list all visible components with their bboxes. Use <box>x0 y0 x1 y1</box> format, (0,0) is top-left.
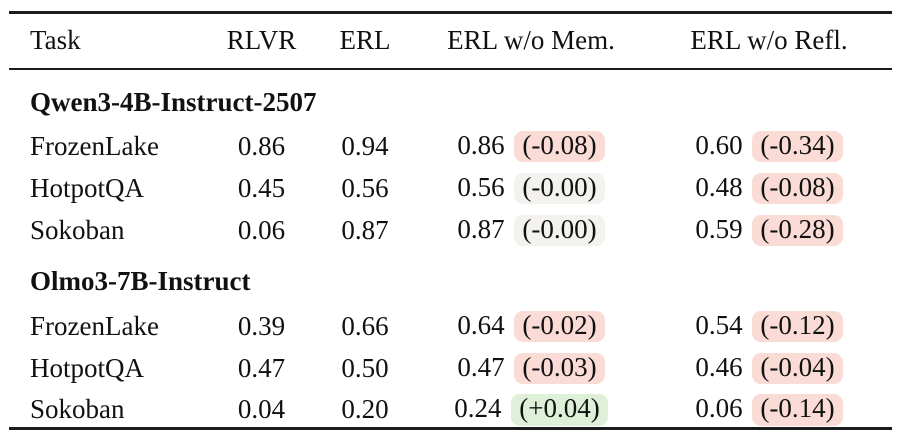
erl-wo-refl-cell: 0.06 (-0.14) <box>646 387 892 429</box>
task-cell: FrozenLake <box>30 310 159 341</box>
erl-wo-mem-cell: 0.86 (-0.08) <box>416 123 646 165</box>
delta-badge: (-0.02) <box>514 310 605 343</box>
erl-cell: 0.87 <box>341 214 389 245</box>
rlvr-cell: 0.47 <box>237 352 286 383</box>
erl-cell: 0.50 <box>341 352 389 383</box>
delta-badge: (-0.04) <box>752 352 843 385</box>
score-value: 0.24 <box>454 392 502 423</box>
column-header-erl-wo-mem: ERL w/o Mem. <box>416 12 646 70</box>
score-value: 0.60 <box>695 129 743 160</box>
task-cell: HotpotQA <box>30 172 144 203</box>
task-cell: FrozenLake <box>30 130 159 161</box>
table-row: HotpotQA 0.47 0.50 0.47 (-0.03) 0.46 (-0… <box>9 345 892 387</box>
section-header-row: Olmo3-7B-Instruct <box>9 249 892 303</box>
section-title: Qwen3-4B-Instruct-2507 <box>30 86 317 117</box>
table-row: Sokoban 0.06 0.87 0.87 (-0.00) 0.59 (-0.… <box>9 207 892 249</box>
rlvr-cell: 0.86 <box>237 130 286 161</box>
score-value: 0.46 <box>695 351 743 382</box>
erl-wo-refl-cell: 0.48 (-0.08) <box>646 165 892 207</box>
delta-badge: (-0.00) <box>514 172 605 205</box>
erl-wo-mem-cell: 0.24 (+0.04) <box>416 387 646 429</box>
score-value: 0.54 <box>695 309 743 340</box>
table-row: Sokoban 0.04 0.20 0.24 (+0.04) 0.06 (-0.… <box>9 387 892 429</box>
erl-wo-mem-cell: 0.87 (-0.00) <box>416 207 646 249</box>
delta-badge: (+0.04) <box>511 393 608 426</box>
column-header-task: Task <box>9 12 209 70</box>
task-cell: Sokoban <box>30 393 125 424</box>
delta-badge: (-0.08) <box>514 130 605 163</box>
score-value: 0.87 <box>457 213 505 244</box>
task-cell: HotpotQA <box>30 352 144 383</box>
table-row: FrozenLake 0.86 0.94 0.86 (-0.08) 0.60 (… <box>9 123 892 165</box>
erl-cell: 0.20 <box>341 393 389 424</box>
task-cell: Sokoban <box>30 214 125 245</box>
erl-wo-refl-cell: 0.46 (-0.04) <box>646 345 892 387</box>
erl-wo-refl-cell: 0.60 (-0.34) <box>646 123 892 165</box>
score-value: 0.48 <box>695 171 743 202</box>
score-value: 0.86 <box>457 129 505 160</box>
results-table: Task RLVR ERL ERL w/o Mem. ERL w/o Refl.… <box>9 11 892 430</box>
erl-cell: 0.56 <box>341 172 389 203</box>
table-row: HotpotQA 0.45 0.56 0.56 (-0.00) 0.48 (-0… <box>9 165 892 207</box>
table-row: FrozenLake 0.39 0.66 0.64 (-0.02) 0.54 (… <box>9 303 892 345</box>
delta-badge: (-0.34) <box>752 130 843 163</box>
erl-wo-mem-cell: 0.64 (-0.02) <box>416 303 646 345</box>
section-title: Olmo3-7B-Instruct <box>30 266 251 296</box>
delta-badge: (-0.03) <box>514 352 605 385</box>
rlvr-cell: 0.39 <box>237 310 286 341</box>
score-value: 0.59 <box>695 213 743 244</box>
score-value: 0.06 <box>695 392 743 423</box>
delta-badge: (-0.08) <box>752 172 843 205</box>
rlvr-cell: 0.45 <box>237 172 286 203</box>
delta-badge: (-0.28) <box>752 214 843 247</box>
score-value: 0.47 <box>457 351 505 382</box>
delta-badge: (-0.00) <box>514 214 605 247</box>
erl-cell: 0.94 <box>341 130 389 161</box>
score-value: 0.56 <box>457 171 505 202</box>
column-header-rlvr: RLVR <box>209 12 314 70</box>
column-header-erl: ERL <box>314 12 416 70</box>
rlvr-cell: 0.06 <box>237 214 286 245</box>
erl-wo-refl-cell: 0.54 (-0.12) <box>646 303 892 345</box>
column-header-erl-wo-refl: ERL w/o Refl. <box>646 12 892 70</box>
delta-badge: (-0.14) <box>752 393 843 426</box>
delta-badge: (-0.12) <box>752 310 843 343</box>
erl-cell: 0.66 <box>341 310 389 341</box>
score-value: 0.64 <box>457 309 505 340</box>
erl-wo-mem-cell: 0.56 (-0.00) <box>416 165 646 207</box>
rlvr-cell: 0.04 <box>237 393 286 424</box>
section-header-row: Qwen3-4B-Instruct-2507 <box>9 69 892 123</box>
header-row: Task RLVR ERL ERL w/o Mem. ERL w/o Refl. <box>9 12 892 70</box>
erl-wo-mem-cell: 0.47 (-0.03) <box>416 345 646 387</box>
erl-wo-refl-cell: 0.59 (-0.28) <box>646 207 892 249</box>
